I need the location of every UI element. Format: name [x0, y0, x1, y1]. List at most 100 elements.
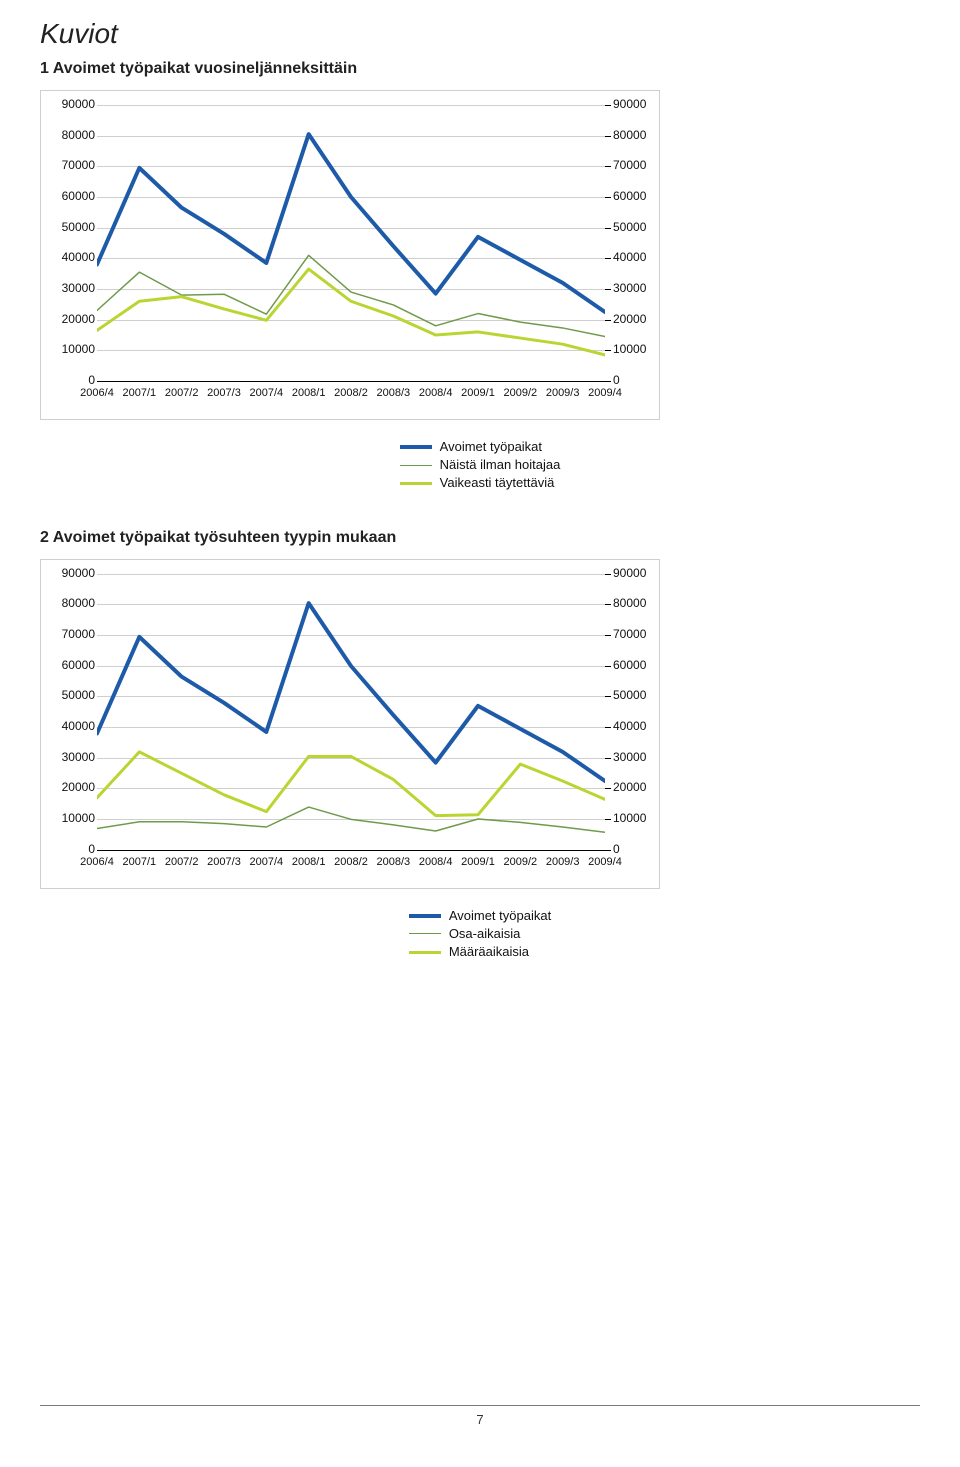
y-tick — [605, 228, 611, 229]
legend-swatch — [409, 951, 441, 954]
y-axis-label-right: 50000 — [613, 688, 646, 702]
y-tick — [605, 727, 611, 728]
chart-1-title: 1 Avoimet työpaikat vuosineljänneksittäi… — [40, 60, 920, 78]
x-axis-label: 2007/2 — [165, 387, 199, 399]
legend-label: Avoimet työpaikat — [449, 907, 551, 925]
y-tick — [605, 666, 611, 667]
y-axis-label-left: 90000 — [45, 97, 95, 111]
y-axis-label-right: 90000 — [613, 97, 646, 111]
legend-item: Avoimet työpaikat — [409, 907, 551, 925]
y-tick — [605, 696, 611, 697]
y-axis-label-right: 40000 — [613, 719, 646, 733]
x-axis-label: 2008/1 — [292, 387, 326, 399]
y-axis-label-left: 10000 — [45, 342, 95, 356]
y-tick — [605, 788, 611, 789]
x-axis-label: 2006/4 — [80, 387, 114, 399]
y-axis-label-left: 60000 — [45, 189, 95, 203]
y-axis-label-right: 30000 — [613, 750, 646, 764]
y-tick — [605, 574, 611, 575]
page-title: Kuviot — [40, 18, 920, 50]
x-axis-label: 2009/3 — [546, 856, 580, 868]
x-axis-label: 2008/4 — [419, 387, 453, 399]
chart-lines — [97, 105, 605, 381]
x-axis-label: 2009/3 — [546, 387, 580, 399]
y-tick — [605, 166, 611, 167]
chart-1-legend: Avoimet työpaikatNäistä ilman hoitajaaVa… — [400, 438, 561, 493]
legend-item: Avoimet työpaikat — [400, 438, 561, 456]
chart-2-title: 2 Avoimet työpaikat työsuhteen tyypin mu… — [40, 529, 920, 547]
x-axis-label: 2008/3 — [377, 856, 411, 868]
y-axis-label-right: 60000 — [613, 189, 646, 203]
y-axis-label-left: 90000 — [45, 566, 95, 580]
chart-2: 2 Avoimet työpaikat työsuhteen tyypin mu… — [40, 529, 920, 962]
legend-label: Vaikeasti täytettäviä — [440, 474, 555, 492]
y-tick — [605, 350, 611, 351]
x-axis-label: 2009/1 — [461, 387, 495, 399]
y-tick — [605, 635, 611, 636]
chart-2-area: 0010000100002000020000300003000040000400… — [40, 559, 660, 889]
legend-item: Vaikeasti täytettäviä — [400, 474, 561, 492]
y-tick — [605, 604, 611, 605]
series-line — [97, 751, 605, 815]
legend-label: Osa-aikaisia — [449, 925, 521, 943]
x-axis-label: 2007/1 — [123, 387, 157, 399]
y-axis-label-left: 0 — [45, 373, 95, 387]
x-axis-label: 2009/4 — [588, 856, 622, 868]
legend-swatch — [400, 482, 432, 485]
x-axis-label: 2008/2 — [334, 387, 368, 399]
y-axis-label-left: 30000 — [45, 750, 95, 764]
y-axis-label-right: 40000 — [613, 250, 646, 264]
y-tick — [605, 320, 611, 321]
y-axis-label-right: 50000 — [613, 220, 646, 234]
page-number: 7 — [476, 1412, 483, 1427]
y-tick — [605, 850, 611, 851]
y-axis-label-right: 70000 — [613, 158, 646, 172]
y-axis-label-right: 20000 — [613, 312, 646, 326]
chart-2-legend: Avoimet työpaikatOsa-aikaisiaMääräaikais… — [409, 907, 551, 962]
y-tick — [605, 758, 611, 759]
legend-item: Määräaikaisia — [409, 943, 551, 961]
legend-item: Näistä ilman hoitajaa — [400, 456, 561, 474]
legend-swatch — [409, 914, 441, 918]
series-line — [97, 269, 605, 355]
y-axis-label-left: 50000 — [45, 688, 95, 702]
series-line — [97, 255, 605, 336]
y-tick — [605, 136, 611, 137]
y-axis-label-right: 10000 — [613, 342, 646, 356]
x-axis-label: 2008/3 — [377, 387, 411, 399]
y-axis-label-left: 30000 — [45, 281, 95, 295]
x-axis-label: 2009/1 — [461, 856, 495, 868]
y-axis-label-right: 20000 — [613, 780, 646, 794]
x-axis-label: 2009/4 — [588, 387, 622, 399]
y-tick — [605, 381, 611, 382]
y-axis-label-right: 0 — [613, 373, 620, 387]
y-axis-label-right: 0 — [613, 842, 620, 856]
y-tick — [605, 105, 611, 106]
y-axis-label-left: 20000 — [45, 780, 95, 794]
x-axis-label: 2007/1 — [123, 856, 157, 868]
y-axis-label-left: 60000 — [45, 658, 95, 672]
x-axis-label: 2009/2 — [504, 387, 538, 399]
chart-1-area: 0010000100002000020000300003000040000400… — [40, 90, 660, 420]
y-tick — [605, 819, 611, 820]
x-axis-label: 2007/3 — [207, 856, 241, 868]
x-axis-label: 2006/4 — [80, 856, 114, 868]
x-axis-label: 2009/2 — [504, 856, 538, 868]
y-axis-label-right: 10000 — [613, 811, 646, 825]
y-axis-label-left: 80000 — [45, 128, 95, 142]
y-axis-label-left: 50000 — [45, 220, 95, 234]
y-axis-label-left: 0 — [45, 842, 95, 856]
y-axis-label-right: 90000 — [613, 566, 646, 580]
x-axis-label: 2007/4 — [250, 387, 284, 399]
x-axis-label: 2008/1 — [292, 856, 326, 868]
y-axis-label-left: 70000 — [45, 158, 95, 172]
y-tick — [605, 289, 611, 290]
y-axis-label-left: 40000 — [45, 250, 95, 264]
y-tick — [605, 197, 611, 198]
y-tick — [605, 258, 611, 259]
legend-label: Määräaikaisia — [449, 943, 529, 961]
x-axis-line — [97, 381, 605, 382]
y-axis-label-left: 10000 — [45, 811, 95, 825]
legend-swatch — [400, 445, 432, 449]
legend-label: Avoimet työpaikat — [440, 438, 542, 456]
